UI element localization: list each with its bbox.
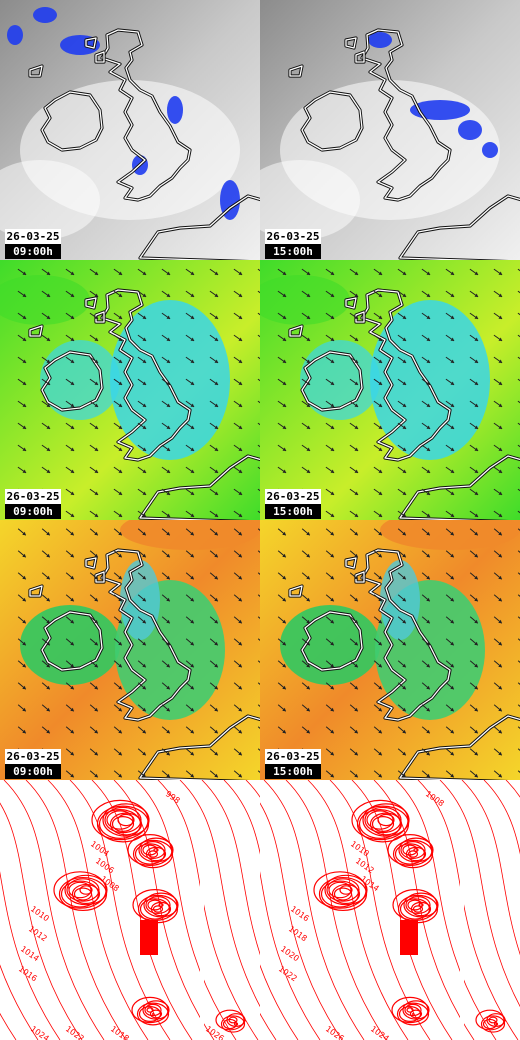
cloud-map-0900: 26-03-25 09:00h	[0, 0, 260, 260]
time-label: 15:00h	[265, 244, 321, 259]
isobar-map-0900: 998 1004 1006 1008 1010 1012 1014 1016 1018 1022 1…	[0, 780, 260, 1040]
gust-map-1500: 26-03-25 15:00h	[260, 520, 520, 780]
time-label: 09:00h	[5, 764, 61, 779]
isobar-map-1500: 1008 1010 1012 1014 1016 1018 1020 1022 1024 1026	[260, 780, 520, 1040]
wind-map-0900: 26-03-25 09:00h	[0, 260, 260, 520]
gust-map-0900: 26-03-25 09:00h	[0, 520, 260, 780]
time-label: 09:00h	[5, 244, 61, 259]
wind-map-1500: 26-03-25 15:00h	[260, 260, 520, 520]
date-label: 26-03-25	[5, 749, 61, 764]
date-label: 26-03-25	[5, 229, 61, 244]
time-label: 15:00h	[265, 504, 321, 519]
date-label: 26-03-25	[5, 489, 61, 504]
time-label: 09:00h	[5, 504, 61, 519]
date-label: 26-03-25	[265, 229, 321, 244]
time-label: 15:00h	[265, 764, 321, 779]
date-label: 26-03-25	[265, 489, 321, 504]
cloud-map-1500: 26-03-25 15:00h	[260, 0, 520, 260]
date-label: 26-03-25	[265, 749, 321, 764]
